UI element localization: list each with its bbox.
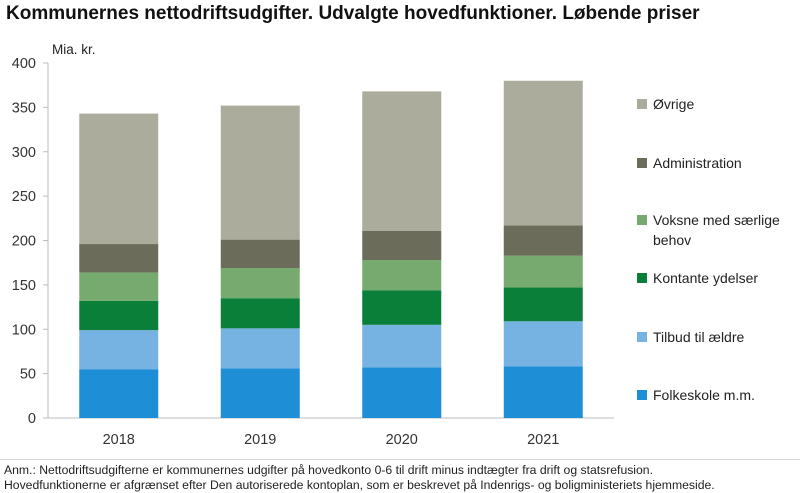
legend-swatch [637, 99, 647, 109]
y-tick-label: 350 [12, 100, 36, 116]
legend-label: Øvrige [653, 96, 694, 112]
bar-stacks [79, 80, 583, 418]
x-tick-label: 2020 [386, 432, 418, 448]
footnote-line-1: Anm.: Nettodriftsudgifterne er kommunern… [4, 463, 653, 477]
legend-label-line: behov [653, 232, 691, 248]
legend-swatch [637, 215, 647, 225]
bar-folkeskole-m-m-2020 [362, 367, 442, 418]
y-tick-labels: 0 50 100 150 200 250 300 350 400 [12, 56, 48, 427]
y-tick-label: 200 [12, 234, 36, 250]
legend-swatch [637, 273, 647, 283]
chart-title: Kommunernes nettodriftsudgifter. Udvalgt… [6, 3, 700, 24]
bar-tilbud-til-ældre-2019 [220, 328, 300, 369]
y-tick-label: 50 [20, 367, 36, 383]
x-tick-labels: 2018 2019 2020 2021 [103, 432, 560, 448]
bar-administration-2018 [79, 244, 159, 273]
legend-label: Voksne med særlige behov [653, 212, 780, 248]
bar-folkeskole-m-m-2019 [220, 368, 300, 418]
bar-øvrige-2021 [503, 80, 583, 226]
footnote: Anm.: Nettodriftsudgifterne er kommunern… [0, 459, 800, 493]
bar-tilbud-til-ældre-2021 [503, 321, 583, 367]
x-tick-label: 2018 [103, 432, 135, 448]
legend-swatch [637, 390, 647, 400]
bar-folkeskole-m-m-2021 [503, 366, 583, 418]
x-tick-label: 2019 [244, 432, 276, 448]
bar-kontante-ydelser-2021 [503, 287, 583, 322]
bar-kontante-ydelser-2019 [220, 298, 300, 329]
y-unit-label: Mia. kr. [52, 42, 96, 57]
bar-kontante-ydelser-2020 [362, 290, 442, 325]
legend-label: Tilbud til ældre [653, 329, 745, 345]
bar-administration-2019 [220, 239, 300, 269]
legend-label-line: Voksne med særlige [653, 212, 780, 228]
bar-folkeskole-m-m-2018 [79, 369, 159, 418]
x-tick-label: 2021 [527, 432, 559, 448]
legend-label: Folkeskole m.m. [653, 387, 755, 403]
bar-voksne-med-særlige-behov-2019 [220, 268, 300, 299]
y-tick-label: 0 [28, 411, 36, 427]
legend-label: Administration [653, 155, 742, 171]
legend-swatch [637, 332, 647, 342]
y-tick-label: 400 [12, 56, 36, 72]
bar-tilbud-til-ældre-2018 [79, 330, 159, 370]
y-tick-label: 150 [12, 278, 36, 294]
bar-administration-2021 [503, 225, 583, 256]
y-tick-label: 300 [12, 145, 36, 161]
bar-administration-2020 [362, 230, 442, 261]
legend-swatch [637, 158, 647, 168]
bar-voksne-med-særlige-behov-2021 [503, 255, 583, 288]
bar-kontante-ydelser-2018 [79, 300, 159, 331]
y-tick-label: 100 [12, 322, 36, 338]
footnote-line-2: Hovedfunktionerne er afgrænset efter Den… [4, 478, 715, 492]
bar-øvrige-2018 [79, 113, 159, 245]
bar-voksne-med-særlige-behov-2020 [362, 260, 442, 291]
bar-tilbud-til-ældre-2020 [362, 324, 442, 368]
y-tick-label: 250 [12, 189, 36, 205]
legend: Øvrige Administration Voksne med særlige be… [637, 96, 780, 403]
bar-øvrige-2020 [362, 91, 442, 231]
legend-label: Kontante ydelser [653, 270, 758, 286]
bar-øvrige-2019 [220, 105, 300, 240]
bar-voksne-med-særlige-behov-2018 [79, 272, 159, 301]
